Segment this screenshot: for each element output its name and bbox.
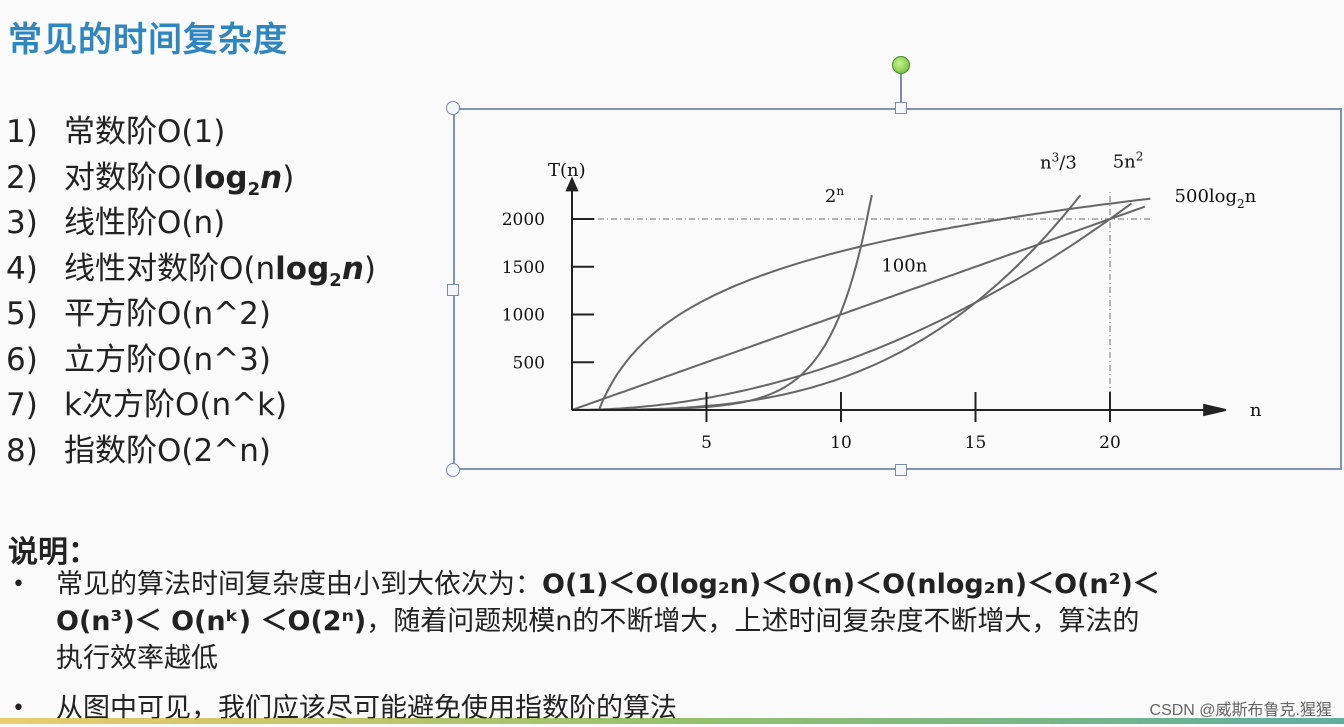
series-label-100n: 100n [881,256,927,277]
curve-n-cubed-over-3 [572,194,1082,411]
y-tick-label-500: 500 [513,353,545,373]
curve-500log2n [597,197,1151,411]
slide-bottom-strip [0,718,1344,724]
y-tick-label-2000: 2000 [502,210,545,230]
bullet-dot-icon: • [12,572,25,597]
list-item: 2) 对数阶O(log2n) [6,159,295,200]
y-tick-label-1000: 1000 [502,306,545,326]
watermark: CSDN @威斯布鲁克.猩猩 [1149,702,1332,719]
list-item: 5) 平方阶O(n^2) [6,296,271,332]
x-tick-label-10: 10 [830,433,852,453]
list-item: 1) 常数阶O(1) [6,114,226,150]
series-label-2n: 2n [825,184,844,207]
y-tick-label-1500: 1500 [502,258,545,278]
bullet-dot-icon: • [12,696,25,721]
curve-100n [571,205,1146,411]
list-item: 6) 立方阶O(n^3) [6,341,271,378]
x-axis-label: n [1250,400,1262,421]
x-tick-label-5: 5 [701,433,712,453]
list-item: 8) 指数阶O(2^n) [6,432,271,469]
resize-handle-left[interactable] [447,284,459,296]
series-label-500log2n: 500log2n [1175,186,1257,211]
y-axis-arrow [565,176,579,192]
resize-handle-bottom-left[interactable] [446,463,460,477]
resize-handle-top[interactable] [895,102,907,114]
rotate-handle[interactable] [892,56,910,74]
curve-5n-squared [572,202,1133,411]
y-axis-label: T(n) [548,160,586,181]
x-axis-arrow [1203,403,1226,417]
list-item: 3) 线性阶O(n) [6,205,226,241]
resize-handle-bottom[interactable] [895,464,907,476]
list-item: 7) k次方阶O(n^k) [6,387,288,423]
series-label-n3-3: n3/3 [1040,150,1077,173]
note-bullet-1: • 常见的算法时间复杂度由小到大依次为：O(1)＜O(log₂n)＜O(n)＜O… [12,566,1341,677]
list-item: 4) 线性对数阶O(nlog2n) [6,250,376,291]
rotate-handle-stem [900,73,902,103]
complexity-chart: 5 10 15 20 500 1000 1500 2000 T(n) n 2n 100n n3/3 5n2… [502,149,1262,453]
series-label-5n2: 5n2 [1113,149,1144,172]
complexity-list: 1) 常数阶O(1) 2) 对数阶O(log2n) 3) 线性阶O(n) 4) 线性对数… [6,110,376,474]
curve-2-pow-n [572,194,873,411]
resize-handle-top-left[interactable] [446,101,460,115]
notes-heading: 说明： [8,535,98,570]
slide-title: 常见的时间复杂度 [8,20,288,60]
x-tick-label-15: 15 [965,433,987,453]
x-tick-label-20: 20 [1099,433,1121,453]
